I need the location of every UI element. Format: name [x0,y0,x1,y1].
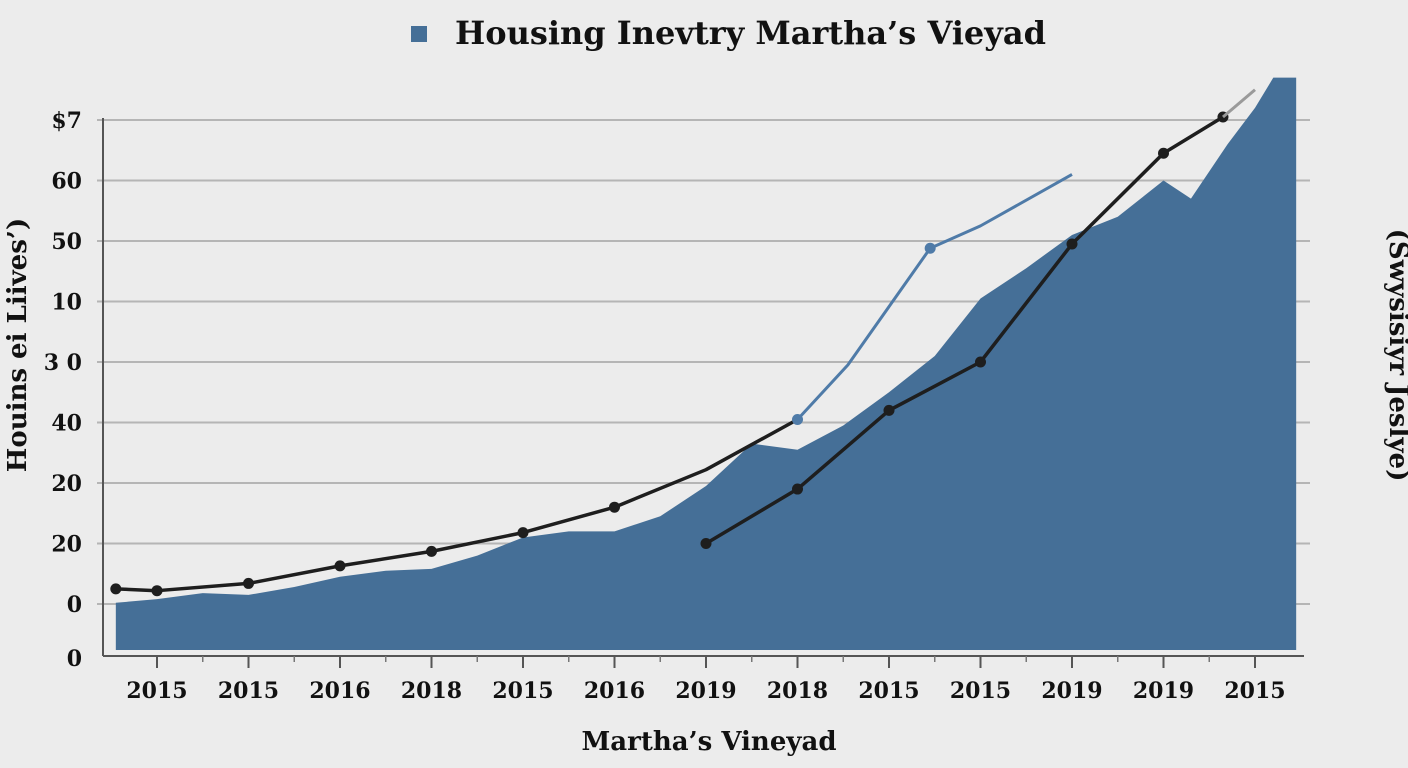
x-tick-label: 2016 [584,678,645,704]
grid [97,119,1310,605]
y-tick-label: 3 0 [44,350,82,376]
axes [102,118,1304,668]
x-tick-label: 2015 [858,678,919,704]
x-tick-label: 2015 [492,678,553,704]
line-point [1066,238,1078,250]
line-point [975,356,986,368]
y-tick-label: 0 [67,646,82,672]
x-tick-label: 2019 [1133,678,1194,704]
y-tick-label: 0 [67,592,82,618]
area-series [115,77,1297,650]
line-point [792,413,803,425]
y-tick-label: $7 [51,108,82,134]
line-point [700,538,712,549]
line-point [609,501,620,513]
x-tick-label: 2016 [309,678,370,704]
y-tick-label: 50 [51,229,82,255]
line-point [243,577,254,589]
y-tick-label: 10 [51,290,82,316]
line-point [334,560,346,572]
line-point [151,585,163,597]
x-tick-label: 2015 [1224,678,1285,704]
line-point [1158,147,1169,159]
x-tick-label: 2019 [1041,678,1102,704]
line-point [792,483,803,495]
y-tick-label: 20 [51,532,82,558]
x-tick-label: 2015 [218,678,279,704]
x-tick-label: 2018 [767,678,828,704]
area-layer [115,77,1297,650]
y-tick-label: 40 [51,411,82,437]
x-tick-label: 2018 [401,678,462,704]
y-axis-label: Houins ei Liives’) [3,218,33,472]
line-series-4 [1222,88,1256,119]
x-axis-label: Martha’s Vineyad [582,727,837,757]
x-tick-label: 2019 [675,678,736,704]
lines-layer [110,88,1256,597]
line-point [517,527,529,539]
y-tick-label: 60 [51,169,82,195]
ticks: 0 0 20 20 40 3 0 10 50 60 $7 2015 2015 2016 2018 2015 2… [44,108,1286,704]
line-point [426,545,437,557]
line-point [110,583,122,595]
x-tick-label: 2015 [950,678,1011,704]
y-tick-label: 20 [51,471,82,497]
x-tick-label: 2015 [126,678,187,704]
legend-swatch [411,26,427,42]
y-axis-label-right: (Swysisiyr Jeslye) [1383,229,1408,482]
chart-title: Housing Inevtry Martha’s Vieyad [455,14,1046,52]
line-point [883,404,895,416]
line-point [924,242,936,254]
